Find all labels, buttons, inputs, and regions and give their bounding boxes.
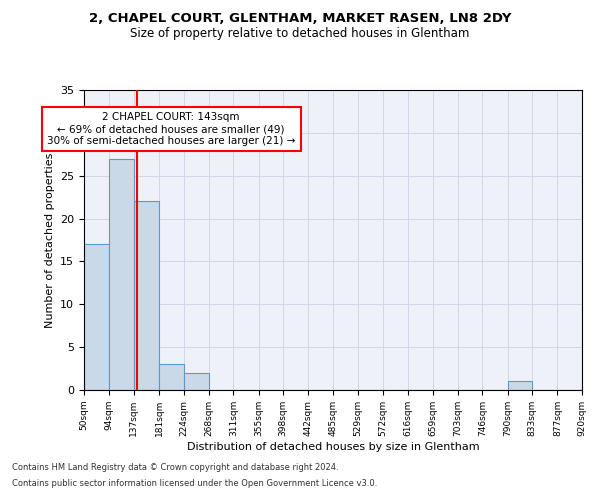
Bar — [134, 202, 159, 390]
Bar — [184, 373, 209, 390]
Bar — [508, 382, 532, 390]
Bar — [159, 364, 184, 390]
Text: Size of property relative to detached houses in Glentham: Size of property relative to detached ho… — [130, 28, 470, 40]
Bar — [84, 244, 109, 390]
Text: 2, CHAPEL COURT, GLENTHAM, MARKET RASEN, LN8 2DY: 2, CHAPEL COURT, GLENTHAM, MARKET RASEN,… — [89, 12, 511, 26]
Text: 2 CHAPEL COURT: 143sqm
← 69% of detached houses are smaller (49)
30% of semi-det: 2 CHAPEL COURT: 143sqm ← 69% of detached… — [47, 112, 295, 146]
Y-axis label: Number of detached properties: Number of detached properties — [44, 152, 55, 328]
Text: Distribution of detached houses by size in Glentham: Distribution of detached houses by size … — [187, 442, 479, 452]
Bar — [109, 158, 134, 390]
Text: Contains HM Land Registry data © Crown copyright and database right 2024.: Contains HM Land Registry data © Crown c… — [12, 464, 338, 472]
Text: Contains public sector information licensed under the Open Government Licence v3: Contains public sector information licen… — [12, 478, 377, 488]
